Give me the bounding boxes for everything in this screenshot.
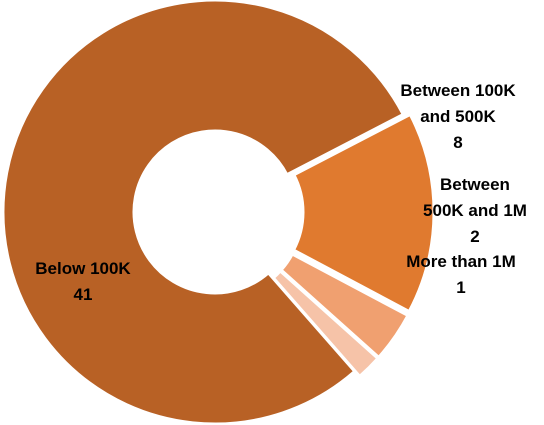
data-label-category: Between 100K [400,81,516,100]
donut-slices [1,0,436,425]
data-label-category: More than 1M [406,252,516,271]
label-below-100k: Below 100K 41 [35,259,131,304]
data-label-category: 500K and 1M [423,201,527,220]
data-label-value: 8 [453,133,462,152]
data-label-category: and 500K [420,107,496,126]
label-more-than-1m: More than 1M 1 [406,252,516,297]
data-label-value: 1 [456,278,465,297]
slice-below-100k [1,0,406,425]
data-label-value: 2 [470,227,479,246]
slice-more-than-1m [271,268,381,379]
data-label-category: Below 100K [35,259,131,278]
label-100k-500k: Between 100K and 500K 8 [400,81,516,152]
slice-100k-500k [291,112,436,314]
label-500k-1m: Between 500K and 1M 2 [423,175,527,246]
data-label-category: Between [440,175,510,194]
data-label-value: 41 [74,285,93,304]
